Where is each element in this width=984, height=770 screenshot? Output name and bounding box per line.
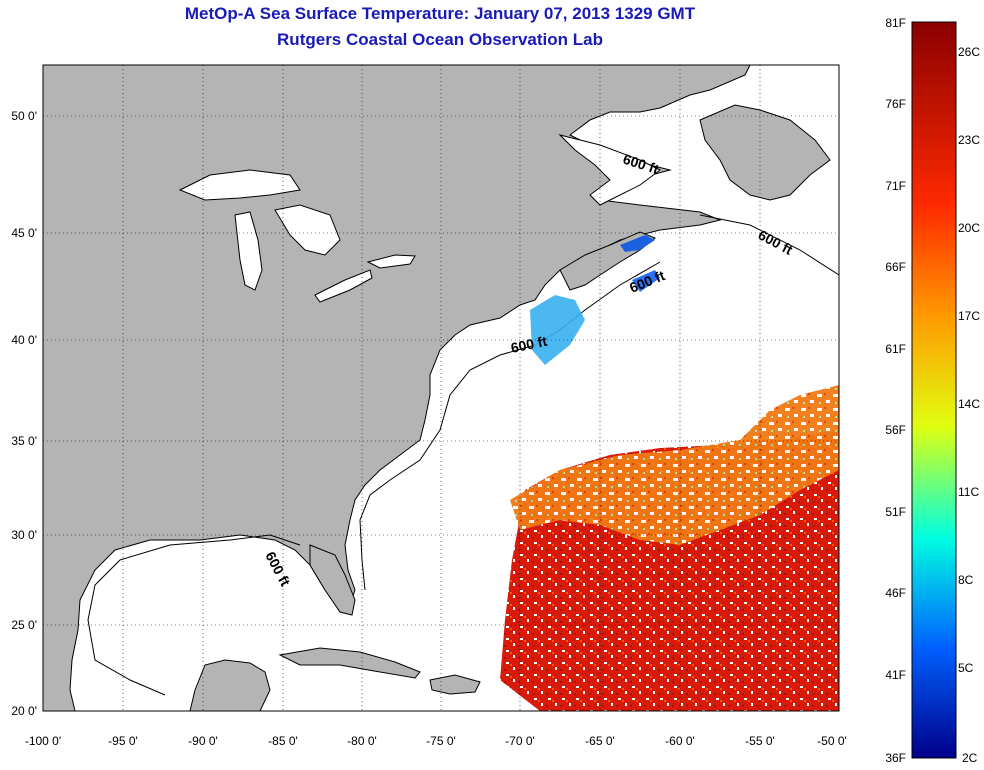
contour-label: 600 ft [509,333,548,356]
lon-label: -60 0' [665,734,695,748]
lon-label: -90 0' [188,734,218,748]
lat-label: 35 0' [11,434,37,448]
lat-label: 25 0' [11,618,37,632]
sst-cool-patch [632,270,660,292]
lake-ontario [366,254,416,269]
land-hispaniola [429,674,481,695]
lon-label: -95 0' [108,734,138,748]
land-cuba [278,647,421,679]
colorbar-label-c: 20C [958,221,980,235]
colorbar-label-c: 14C [958,397,980,411]
lat-label: 50 0' [11,109,37,123]
colorbar [911,21,957,759]
colorbar-label-c: 2C [962,751,978,765]
latitude-labels: 50 0' 45 0' 40 0' 35 0' 30 0' 25 0' 20 0… [11,109,37,718]
land-yucatan [189,659,271,711]
lake-superior [178,169,301,201]
lon-label: -100 0' [25,734,61,748]
lon-label: -50 0' [817,734,847,748]
sst-swath-mid [510,385,839,545]
lon-label: -80 0' [347,734,377,748]
colorbar-label-f: 56F [885,423,906,437]
lon-label: -75 0' [426,734,456,748]
colorbar-celsius-labels: 26C 23C 20C 17C 14C 11C 8C 5C 2C [958,45,980,765]
lon-label: -70 0' [505,734,535,748]
colorbar-label-c: 5C [958,661,974,675]
colorbar-label-f: 76F [885,97,906,111]
colorbar-label-c: 11C [958,485,979,499]
colorbar-label-c: 8C [958,573,974,587]
colorbar-label-f: 36F [885,751,906,765]
lon-label: -85 0' [268,734,298,748]
lat-label: 45 0' [11,226,37,240]
colorbar-label-f: 51F [885,505,906,519]
map-frame [42,64,840,712]
colorbar-fahrenheit-labels: 81F 76F 71F 66F 61F 56F 51F 46F 41F 36F [885,16,906,765]
map-subtitle: Rutgers Coastal Ocean Observation Lab [277,30,603,49]
colorbar-label-f: 61F [885,342,906,356]
lake-michigan [234,211,263,291]
depth-contour-600ft [87,534,301,696]
map-gridlines [43,65,839,711]
land-newfoundland [699,104,831,201]
colorbar-label-c: 23C [958,133,980,147]
lake-erie [314,269,373,303]
sst-cool-patch [530,295,585,365]
land-florida [309,544,356,616]
colorbar-label-c: 26C [958,45,980,59]
colorbar-label-c: 17C [958,309,980,323]
lake-huron [274,204,341,256]
sst-cool-patch [620,235,655,252]
lat-label: 40 0' [11,333,37,347]
gulf-st-lawrence [558,134,661,206]
colorbar-label-f: 41F [885,668,906,682]
colorbar-label-f: 46F [885,586,906,600]
lat-label: 30 0' [11,528,37,542]
depth-contour-600ft [699,214,839,276]
lat-label: 20 0' [11,704,37,718]
colorbar-label-f: 71F [885,179,906,193]
longitude-labels: -100 0' -95 0' -90 0' -85 0' -80 0' -75 … [25,734,847,748]
colorbar-label-f: 81F [885,16,906,30]
map-title: MetOp-A Sea Surface Temperature: January… [184,4,696,23]
lon-label: -55 0' [745,734,775,748]
lon-label: -65 0' [585,734,615,748]
colorbar-label-f: 66F [885,260,906,274]
